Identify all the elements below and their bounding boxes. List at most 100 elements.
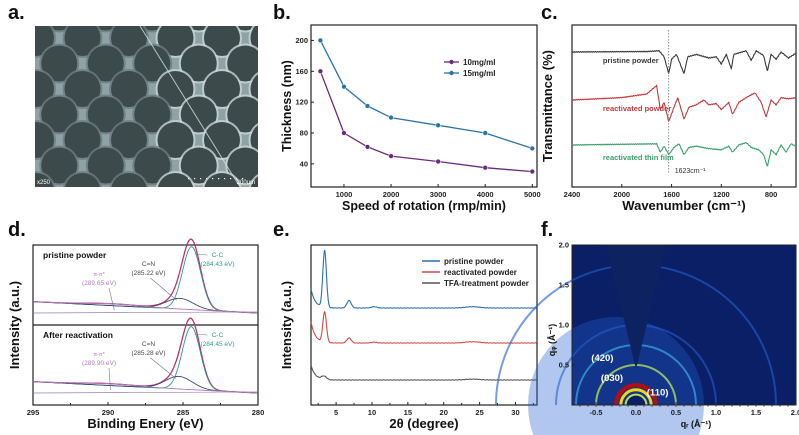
peak-label: C=N <box>142 261 155 268</box>
sem-hole-rim <box>318 0 358 33</box>
series-label: pristine powder <box>603 56 659 65</box>
y-axis-label: Intensity (a.u.) <box>279 281 294 369</box>
data-point <box>317 68 324 74</box>
peak-annotation: (030) <box>601 373 623 384</box>
x-axis-label: Binding Enery (eV) <box>87 416 203 431</box>
b-x-tick-label: 1000 <box>336 190 353 199</box>
sem-hole <box>87 45 124 82</box>
e-x-tick-label: 10 <box>368 408 376 417</box>
background-line <box>32 311 259 314</box>
sem-hole-rim <box>295 120 335 160</box>
b-y-tick-label: 80 <box>300 129 308 138</box>
f-x-tick-label: 1.5 <box>751 408 761 417</box>
sem-hole <box>320 0 356 31</box>
sem-hole-rim <box>0 44 33 84</box>
series-line-15mg/ml <box>319 40 533 150</box>
plot-frame <box>310 24 538 188</box>
sem-hole <box>111 173 147 187</box>
peak-label: π-π* <box>93 352 105 358</box>
sem-hole-rim <box>132 197 172 237</box>
sem-hole <box>134 96 171 133</box>
y-axis-label: Thickness (nm) <box>280 60 294 152</box>
sem-hole <box>41 96 78 133</box>
data-point <box>529 168 535 175</box>
sem-hole <box>111 26 147 56</box>
sem-hole-rim <box>295 171 335 211</box>
peak-value-label: (289.90 eV) <box>82 360 116 367</box>
d-x-tick-label: 290 <box>102 408 115 417</box>
sem-film-crack <box>139 26 241 187</box>
sem-hole <box>274 0 310 31</box>
legend-marker <box>449 59 454 65</box>
y-axis-label: Transmittance (%) <box>540 50 555 162</box>
annotation-label: 1623cm⁻¹ <box>675 168 707 175</box>
sem-scale-bar-tick <box>206 178 208 180</box>
peak-label: C-C <box>212 332 224 339</box>
peak-value-label: (289.65 eV) <box>82 280 116 287</box>
sem-hole <box>227 45 258 82</box>
peak-value-label: (285.28 eV) <box>132 350 166 357</box>
sem-scale-bar-tick <box>230 178 232 180</box>
sem-hole-rim <box>318 44 358 84</box>
sem-hole <box>64 26 101 56</box>
legend-label: TFA-treatment powder <box>444 279 529 288</box>
legend-label: 10mg/ml <box>463 58 495 67</box>
series-line-pristine powder <box>310 249 537 309</box>
d-x-tick-label: 295 <box>27 408 40 417</box>
panel-label-c: c. <box>541 2 558 24</box>
sem-hole <box>41 199 77 235</box>
sem-hole <box>204 71 240 107</box>
sem-hole <box>227 147 258 184</box>
sem-hole <box>227 199 263 235</box>
sem-scale-bar-tick <box>212 178 214 180</box>
sem-hole <box>88 199 124 235</box>
beamstop-region <box>624 393 648 406</box>
data-point <box>482 165 488 171</box>
sem-hole <box>64 122 101 158</box>
sem-hole <box>64 173 101 187</box>
series-line-reactivated thin film <box>571 141 797 167</box>
sem-hole <box>180 45 217 82</box>
c-x-tick-label: 2400 <box>564 190 581 199</box>
series-line-pristine powder <box>571 49 797 74</box>
sem-scale-bar-tick <box>218 178 220 180</box>
f-y-tick-label: 0.5 <box>559 361 569 370</box>
e-x-tick-label: 5 <box>334 408 338 417</box>
sem-hole <box>157 26 194 56</box>
legend-label: 15mg/ml <box>463 69 495 78</box>
xrd-chart: 5 10 15 20 25 30 2θ (degree) Intensity (a.u.) pr… <box>279 244 538 431</box>
giwaxs-heatmap: (110) (030) (420) -0.5 0.0 0.5 1.0 1.5 2.0 0.5 1.0… <box>495 241 799 435</box>
panel-label-d: d. <box>8 219 26 241</box>
b-x-tick-label: 3000 <box>430 190 447 199</box>
diffraction-ring-inner <box>619 388 653 406</box>
sem-scale-bar-tick <box>200 178 202 180</box>
heatmap-background <box>572 245 796 405</box>
c-x-tick-label: 1200 <box>713 190 730 199</box>
sem-hole <box>111 71 147 107</box>
f-y-tick-label: 1.5 <box>559 281 569 290</box>
sem-hole-rim <box>272 197 312 237</box>
sem-hole <box>297 173 333 209</box>
subplot-title: After reactivation <box>43 330 113 340</box>
b-x-tick-label: 4000 <box>477 190 494 199</box>
leader-line <box>194 253 208 256</box>
background-line <box>32 391 259 394</box>
sem-scale-bar-tick <box>242 178 244 180</box>
sem-hole <box>204 122 240 158</box>
c-x-tick-label: 1600 <box>663 190 680 199</box>
legend-label: reactivated powder <box>444 268 517 277</box>
missing-wedge <box>605 245 667 369</box>
data-point <box>317 37 324 44</box>
b-x-tick-label: 5000 <box>524 190 541 199</box>
sem-hole <box>111 122 147 158</box>
sem-hole-rim <box>0 171 10 211</box>
plot-frame <box>310 244 538 406</box>
sem-magnification-label: x250 <box>37 180 51 186</box>
sem-hole <box>227 96 258 133</box>
sem-hole-rim <box>39 197 79 237</box>
sem-image-content: x250 200um <box>0 0 358 237</box>
legend-marker <box>449 70 454 76</box>
sem-hole-rim <box>0 146 33 186</box>
sem-scale-bar-label: 200um <box>237 180 255 186</box>
sem-hole <box>0 122 8 158</box>
